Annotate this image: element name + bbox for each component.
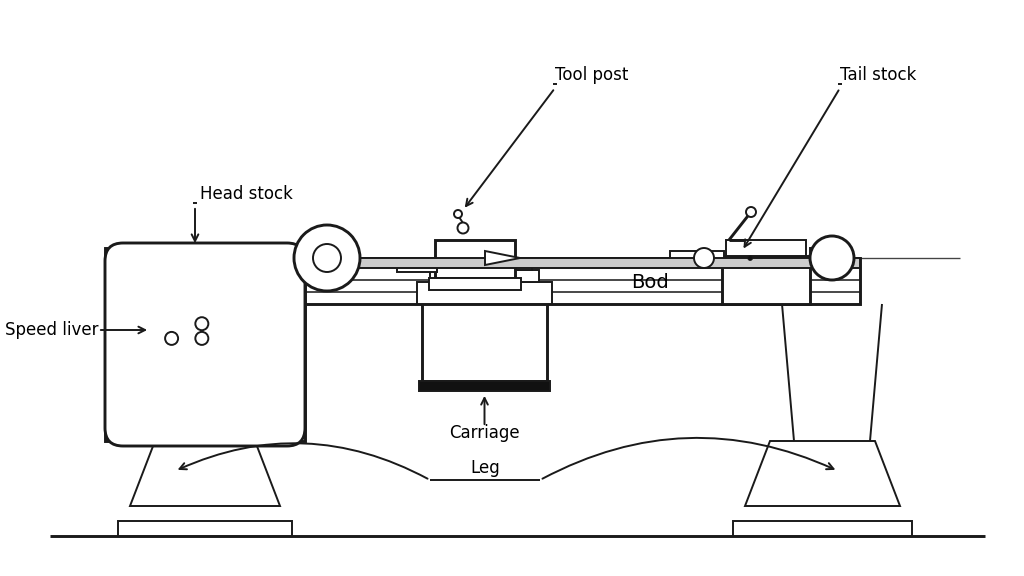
Polygon shape bbox=[745, 441, 900, 506]
FancyBboxPatch shape bbox=[105, 243, 305, 446]
Bar bbox=[105, 248, 305, 441]
Bar bbox=[150, 309, 222, 351]
Circle shape bbox=[313, 244, 341, 272]
Circle shape bbox=[458, 222, 469, 233]
Bar bbox=[733, 521, 912, 536]
Circle shape bbox=[454, 210, 462, 218]
Bar bbox=[430, 270, 539, 282]
Text: Head stock: Head stock bbox=[200, 185, 293, 203]
Bar bbox=[726, 240, 806, 256]
Text: Speed liver: Speed liver bbox=[5, 321, 98, 339]
Text: Carriage: Carriage bbox=[450, 424, 520, 442]
Bar bbox=[397, 261, 437, 272]
Bar bbox=[437, 260, 532, 270]
Circle shape bbox=[694, 248, 714, 268]
Bar bbox=[435, 240, 515, 278]
Bar bbox=[810, 248, 820, 268]
Bar bbox=[305, 238, 323, 278]
Polygon shape bbox=[130, 441, 280, 506]
Circle shape bbox=[165, 332, 178, 345]
Text: Tool post: Tool post bbox=[555, 66, 629, 84]
Bar bbox=[670, 251, 724, 265]
Bar bbox=[305, 258, 860, 304]
Circle shape bbox=[196, 317, 208, 330]
Text: Leg: Leg bbox=[470, 459, 500, 477]
Circle shape bbox=[196, 332, 208, 345]
Text: Bod: Bod bbox=[631, 274, 669, 293]
Bar bbox=[323, 244, 331, 272]
Bar bbox=[419, 381, 550, 391]
Bar bbox=[722, 256, 810, 304]
Polygon shape bbox=[485, 251, 520, 265]
Circle shape bbox=[810, 236, 854, 280]
Bar bbox=[118, 521, 292, 536]
Circle shape bbox=[746, 207, 756, 217]
Bar bbox=[429, 278, 521, 290]
Circle shape bbox=[294, 225, 360, 291]
Bar bbox=[417, 282, 552, 304]
Text: Tail stock: Tail stock bbox=[840, 66, 916, 84]
Bar bbox=[422, 304, 547, 381]
Circle shape bbox=[748, 256, 753, 260]
Bar bbox=[105, 258, 305, 304]
Bar bbox=[305, 258, 860, 268]
